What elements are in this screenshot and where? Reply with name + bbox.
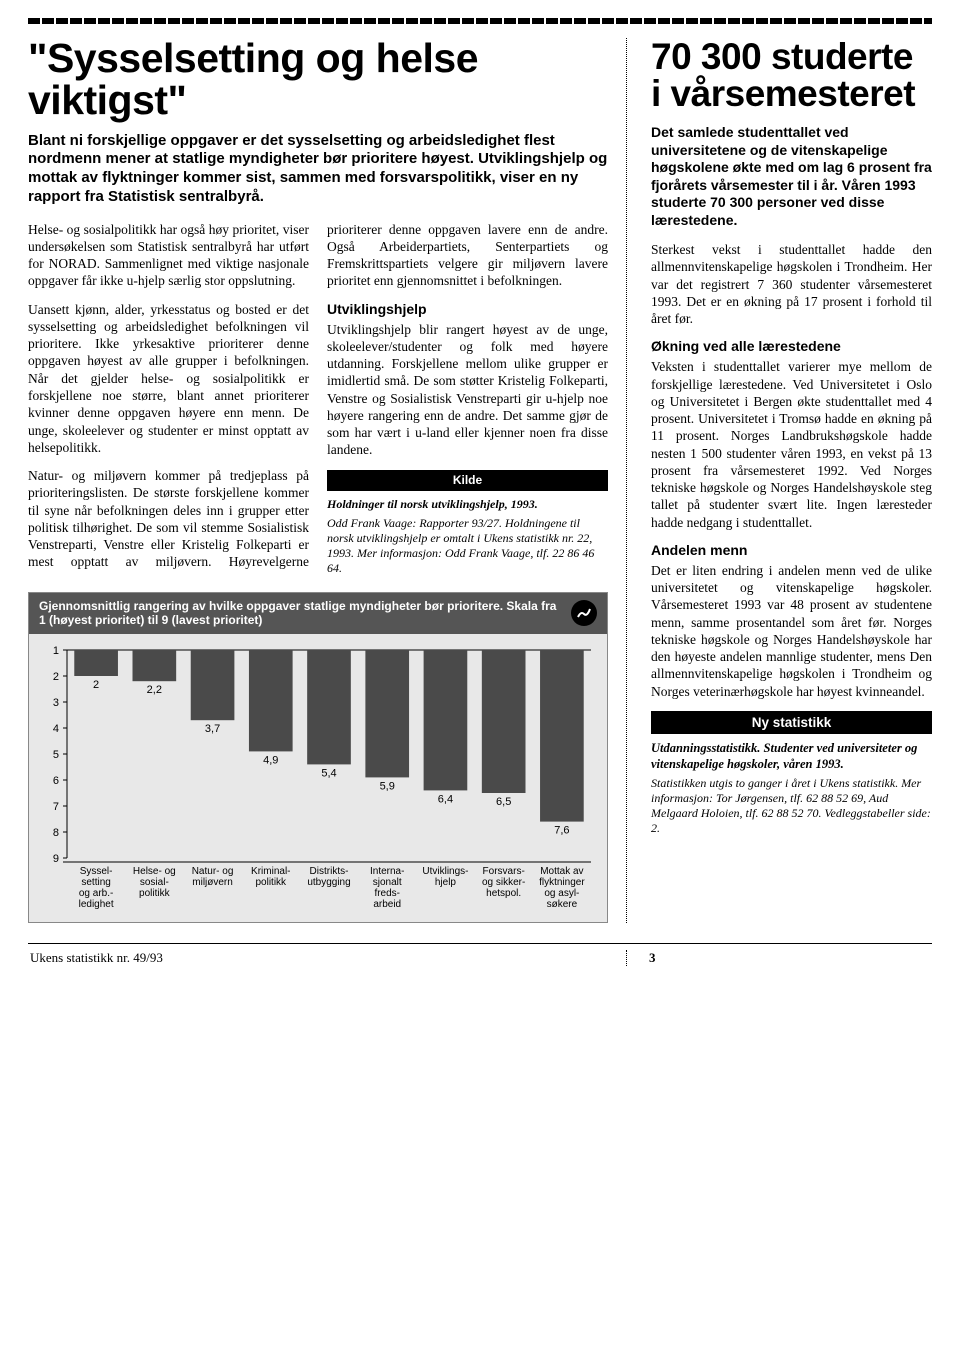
svg-text:3: 3 — [53, 697, 59, 709]
svg-text:Helse- og: Helse- og — [133, 866, 176, 877]
side-body: Sterkest vekst i studenttallet hadde den… — [651, 241, 932, 836]
source-header: Kilde — [327, 470, 608, 491]
svg-text:Utviklings-: Utviklings- — [422, 866, 468, 877]
svg-text:utbygging: utbygging — [307, 877, 350, 888]
svg-text:6,4: 6,4 — [438, 793, 453, 805]
svg-text:politikk: politikk — [255, 877, 287, 888]
decorative-top-border — [28, 18, 932, 24]
svg-text:og arb.-: og arb.- — [79, 888, 113, 899]
chart-svg: 1 2 3 4 5 6 7 8 9 2 2,2 3,7 4,9 5,4 5,9 6,4 6,5 7,6 Syssel… — [39, 644, 597, 914]
side-subhead-okning: Økning ved alle lærestedene — [651, 338, 932, 356]
svg-text:flyktninger: flyktninger — [539, 877, 585, 888]
svg-text:5,4: 5,4 — [321, 767, 336, 779]
main-headline: "Sysselsetting og helse viktigst" — [28, 38, 608, 122]
svg-text:2,2: 2,2 — [147, 684, 162, 696]
svg-text:1: 1 — [53, 645, 59, 657]
chart-plot-area: 1 2 3 4 5 6 7 8 9 2 2,2 3,7 4,9 5,4 5,9 6,4 6,5 7,6 Syssel… — [29, 634, 607, 922]
body-paragraph: Uansett kjønn, alder, yrkesstatus og bos… — [28, 301, 309, 456]
svg-text:ledighet: ledighet — [79, 899, 114, 910]
svg-text:Natur- og: Natur- og — [192, 866, 234, 877]
svg-text:og asyl-: og asyl- — [544, 888, 579, 899]
side-article: 70 300 studerte i vårsemesteret Det saml… — [647, 38, 932, 923]
footer-issue: Ukens statistikk nr. 49/93 — [28, 950, 626, 966]
svg-text:5,9: 5,9 — [380, 780, 395, 792]
svg-text:Mottak av: Mottak av — [540, 866, 583, 877]
svg-text:politikk: politikk — [139, 888, 171, 899]
chart-caption-text: Gjennomsnittlig rangering av hvilke oppg… — [39, 599, 556, 627]
page-footer: Ukens statistikk nr. 49/93 3 — [28, 943, 932, 966]
source-title: Holdninger til norsk utviklingshjelp, 19… — [327, 497, 608, 512]
ny-statistikk-header: Ny statistikk — [651, 711, 932, 734]
main-body-columns: Helse- og sosialpolitikk har også høy pr… — [28, 221, 608, 576]
svg-text:6: 6 — [53, 775, 59, 787]
svg-text:hjelp: hjelp — [435, 877, 457, 888]
side-paragraph: Veksten i studenttallet varierer mye mel… — [651, 358, 932, 531]
svg-text:Syssel-: Syssel- — [80, 866, 113, 877]
svg-text:søkere: søkere — [547, 899, 578, 910]
svg-text:og sikker-: og sikker- — [482, 877, 525, 888]
svg-text:setting: setting — [81, 877, 110, 888]
source-body: Odd Frank Vaage: Rapporter 93/27. Holdni… — [327, 516, 608, 576]
svg-text:freds-: freds- — [374, 888, 400, 899]
side-lede: Det samlede studenttallet ved universite… — [651, 124, 932, 229]
side-headline: 70 300 studerte i vårsemesteret — [651, 38, 932, 112]
svg-text:3,7: 3,7 — [205, 723, 220, 735]
svg-text:sosial-: sosial- — [140, 877, 169, 888]
side-subhead-andelen: Andelen menn — [651, 542, 932, 560]
svg-text:7: 7 — [53, 801, 59, 813]
ny-statistikk-title: Utdanningsstatistikk. Studenter ved univ… — [651, 740, 932, 772]
chart-caption: Gjennomsnittlig rangering av hvilke oppg… — [29, 593, 607, 634]
svg-text:Distrikts-: Distrikts- — [310, 866, 349, 877]
svg-text:8: 8 — [53, 827, 59, 839]
svg-text:hetspol.: hetspol. — [486, 888, 521, 899]
chart-badge-icon — [571, 600, 597, 626]
source-box: Kilde Holdninger til norsk utviklingshje… — [327, 470, 608, 576]
footer-page-number: 3 — [626, 950, 932, 966]
svg-text:2: 2 — [53, 671, 59, 683]
svg-text:5: 5 — [53, 749, 59, 761]
svg-text:7,6: 7,6 — [554, 824, 569, 836]
svg-text:2: 2 — [93, 679, 99, 691]
ny-statistikk-body: Statistikken utgis to ganger i året i Uk… — [651, 776, 932, 836]
svg-text:miljøvern: miljøvern — [192, 877, 233, 888]
page-columns: "Sysselsetting og helse viktigst" Blant … — [28, 38, 932, 923]
svg-text:Forsvars-: Forsvars- — [483, 866, 525, 877]
svg-text:arbeid: arbeid — [373, 899, 401, 910]
body-paragraph: Helse- og sosialpolitikk har også høy pr… — [28, 221, 309, 290]
svg-text:Kriminal-: Kriminal- — [251, 866, 290, 877]
subheading-utviklingshjelp: Utviklingshjelp — [327, 301, 608, 319]
svg-text:9: 9 — [53, 853, 59, 865]
body-paragraph: Utviklingshjelp blir rangert høyest av d… — [327, 321, 608, 459]
svg-text:Interna-: Interna- — [370, 866, 404, 877]
svg-text:4: 4 — [53, 723, 59, 735]
svg-text:6,5: 6,5 — [496, 796, 511, 808]
svg-text:4,9: 4,9 — [263, 754, 278, 766]
side-paragraph: Sterkest vekst i studenttallet hadde den… — [651, 241, 932, 327]
ranking-chart: Gjennomsnittlig rangering av hvilke oppg… — [28, 592, 608, 923]
main-article: "Sysselsetting og helse viktigst" Blant … — [28, 38, 627, 923]
side-paragraph: Det er liten endring i andelen menn ved … — [651, 562, 932, 700]
svg-text:sjonalt: sjonalt — [373, 877, 402, 888]
main-lede: Blant ni forskjellige oppgaver er det sy… — [28, 132, 608, 207]
